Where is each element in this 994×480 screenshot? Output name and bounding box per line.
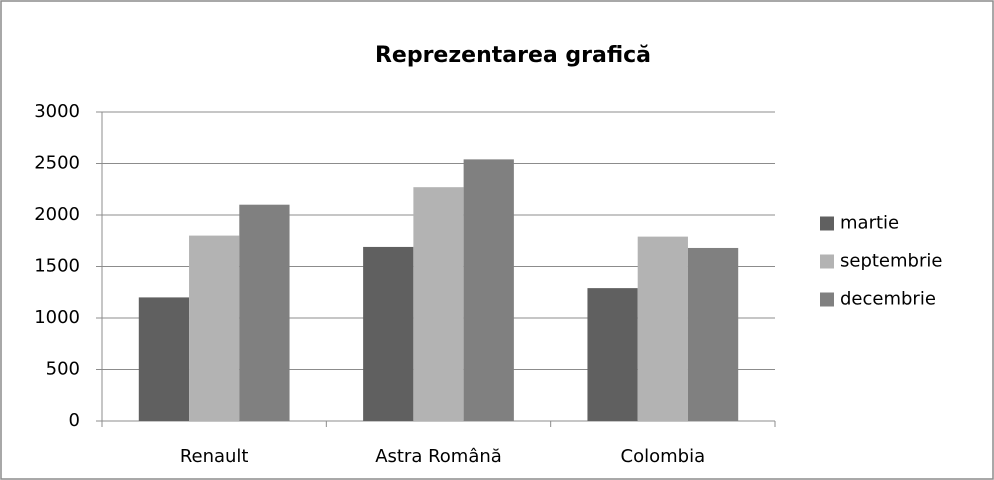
legend-label: martie xyxy=(840,213,899,234)
x-tick-label: Colombia xyxy=(621,446,706,467)
bar xyxy=(363,246,414,421)
y-tick-label: 1500 xyxy=(34,256,80,277)
y-tick-label: 2000 xyxy=(34,204,80,225)
bar xyxy=(463,159,514,421)
x-tick-label: Astra Română xyxy=(375,446,502,467)
chart-title: Reprezentarea grafică xyxy=(375,43,651,68)
bar xyxy=(587,288,638,421)
y-tick-label: 500 xyxy=(46,359,80,380)
legend-swatch xyxy=(820,216,834,231)
legend-swatch xyxy=(820,292,834,307)
y-tick-label: 0 xyxy=(69,410,80,431)
y-tick-label: 2500 xyxy=(34,153,80,174)
x-tick-label: Renault xyxy=(180,446,249,467)
y-tick-label: 1000 xyxy=(34,307,80,328)
bar xyxy=(637,236,688,421)
bar xyxy=(239,204,290,421)
bar xyxy=(189,235,240,421)
legend-swatch xyxy=(820,254,834,269)
bar xyxy=(687,247,739,421)
y-tick-label: 3000 xyxy=(34,101,80,122)
legend-label: septembrie xyxy=(840,251,942,272)
bar xyxy=(138,297,190,421)
bar xyxy=(413,187,464,421)
legend-label: decembrie xyxy=(840,289,936,310)
